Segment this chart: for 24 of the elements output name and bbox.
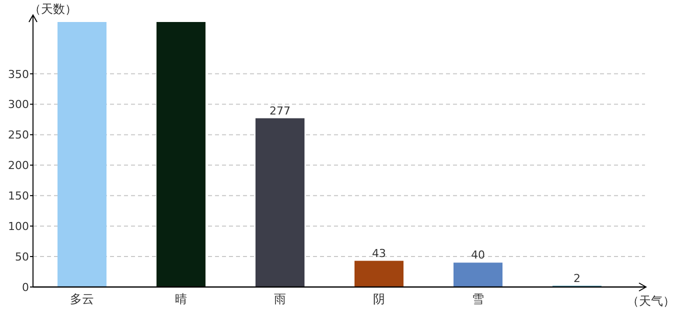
bar — [354, 260, 404, 287]
x-tick-label: 阴 — [373, 292, 385, 306]
data-label: 43 — [372, 246, 386, 260]
y-tick-label: 200 — [8, 159, 29, 172]
data-label: 2 — [574, 272, 580, 285]
y-tick-label: 350 — [8, 68, 29, 81]
y-tick-label: 300 — [8, 98, 29, 112]
x-tick-label: 晴 — [175, 292, 187, 306]
x-tick-label: 多云 — [70, 292, 94, 306]
y-axis-title: （天数） — [29, 2, 77, 16]
data-label: 277 — [270, 104, 290, 118]
data-label: 40 — [471, 248, 485, 262]
bar — [58, 22, 106, 287]
y-tick-label: 50 — [15, 250, 29, 264]
y-tick-label: 0 — [22, 281, 29, 294]
bar — [454, 262, 502, 287]
x-axis-title: （天气） — [627, 294, 675, 308]
x-tick-label: 雨 — [274, 292, 286, 306]
bar — [156, 22, 206, 287]
y-tick-label: 150 — [8, 190, 29, 203]
bar — [256, 118, 304, 287]
y-tick-label: 250 — [8, 128, 29, 142]
x-tick-label: 雪 — [472, 292, 484, 306]
y-tick-label: 100 — [8, 220, 29, 234]
